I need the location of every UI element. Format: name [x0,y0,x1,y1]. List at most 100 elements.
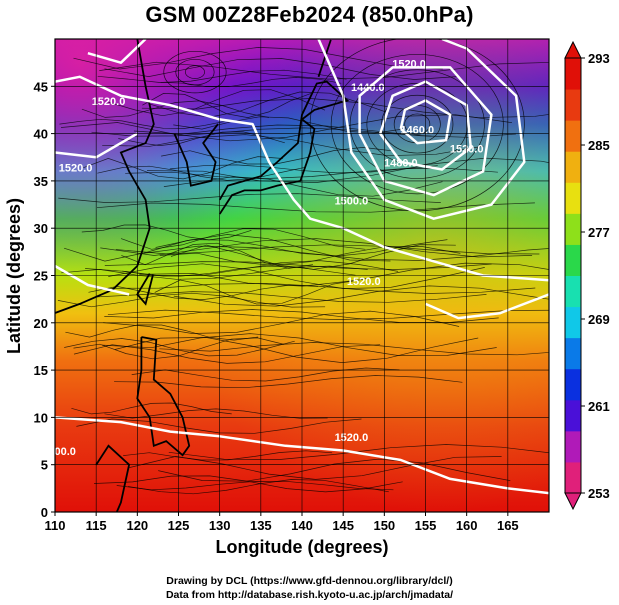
x-axis-ticks: 110 115 120 125 130 135 140 145 150 155 160 165 [45,512,519,533]
colorbar-segment [565,58,581,90]
y-tick-label: 30 [34,221,48,236]
streamline [83,156,283,180]
streamline [63,234,391,262]
height-contour [379,80,473,171]
y-tick-label: 10 [34,410,48,425]
x-tick-label: 145 [332,518,354,533]
colorbar-tick-label: 269 [588,312,610,327]
streamline [94,291,487,303]
streamline [103,310,460,334]
streamline [123,450,333,461]
streamline [108,89,326,117]
contour-label: 1480.0 [384,158,418,170]
y-tick-label: 25 [34,269,48,284]
x-tick-label: 130 [209,518,231,533]
streamline [170,244,456,270]
coastline [136,273,154,306]
streamline [96,202,535,213]
anticyclone-streamline [185,65,205,79]
colorbar-top-arrow [564,40,582,59]
streamline [60,114,513,142]
streamline [64,338,295,357]
streamline [58,193,441,203]
anticyclone-streamline [175,58,215,86]
y-tick-label: 40 [34,127,48,142]
credit-line-drawing: Drawing by DCL (https://www.gfd-dennou.o… [166,575,453,587]
height-contour [55,416,549,495]
cyclone-streamline [309,39,525,212]
colorbar-segment [565,213,581,245]
y-tick-label: 45 [34,79,48,94]
contour-label: 1500.0 [335,196,369,208]
contour-label: 1440.0 [351,82,385,94]
streamline [158,458,511,482]
x-tick-label: 120 [126,518,148,533]
x-tick-label: 115 [86,518,107,533]
map-title: GSM 00Z28Feb2024 (850.0hPa) [145,2,474,27]
streamline [81,224,252,241]
streamline [99,61,549,80]
streamline [97,69,347,83]
colorbar-tick-label: 293 [588,51,610,66]
streamline [102,134,484,157]
streamline [81,100,269,118]
temperature-field [55,39,549,512]
credit-line-data: Data from http://database.rish.kyoto-u.a… [165,589,454,601]
streamline [104,58,459,80]
contour-label: 1500.0 [42,446,76,458]
colorbar-segment [565,337,581,370]
colorbar-tick-label: 285 [588,138,610,153]
streamline [93,475,403,493]
colorbar-segment [565,151,581,183]
streamline [163,176,443,197]
streamline [173,285,549,307]
streamline [129,456,502,480]
streamline [121,242,313,269]
colorbar-segment [565,120,581,152]
x-tick-label: 125 [168,518,190,533]
height-contour [399,99,452,145]
colorbar-segment [565,306,581,339]
streamline [146,157,549,183]
cyclone-streamline [330,54,504,195]
contour-label: 1460.0 [400,125,434,137]
y-axis-ticks: 0 5 10 15 20 25 30 35 40 45 [34,79,55,520]
streamline [101,333,497,356]
streamline [128,479,389,495]
streamline [59,118,226,129]
colorbar-segment [565,368,581,401]
x-axis-label: Longitude (degrees) [215,537,388,557]
colorbar-tick-label: 277 [588,225,610,240]
y-tick-label: 5 [41,458,48,473]
streamline [108,263,485,289]
y-tick-label: 0 [41,505,48,520]
streamline [161,147,392,165]
streamline [141,98,549,119]
x-tick-label: 140 [291,518,313,533]
contour-label: 1520.0 [92,96,126,108]
x-tick-label: 160 [456,518,478,533]
coastline [317,39,332,78]
colorbar-tick-label: 253 [588,486,610,501]
cyclone-streamline [404,113,431,135]
colorbar [564,40,582,511]
contour-label: 1520.0 [59,162,93,174]
height-contour [317,39,526,220]
streamline [154,279,359,305]
streamline [139,262,549,287]
y-tick-label: 35 [34,174,48,189]
streamline [65,324,259,341]
x-tick-label: 135 [250,518,272,533]
y-axis-label: Latitude (degrees) [4,198,24,354]
contour-label: 1520.0 [335,432,369,444]
streamline [155,239,448,257]
colorbar-segment [565,182,581,214]
streamline [159,342,549,356]
streamline [142,93,312,118]
y-tick-label: 20 [34,316,48,331]
colorbar-segment [565,89,581,121]
colorbar-segment [565,275,581,308]
contour-label: 1520.0 [392,58,426,70]
colorbar-tick-label: 261 [588,399,610,414]
